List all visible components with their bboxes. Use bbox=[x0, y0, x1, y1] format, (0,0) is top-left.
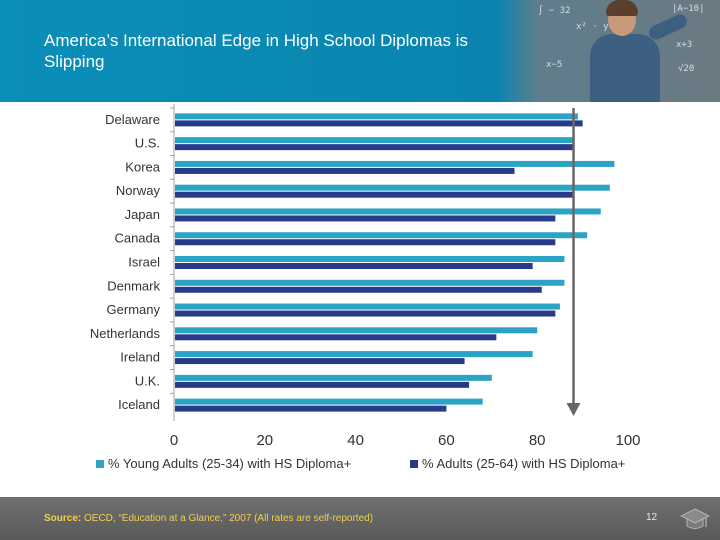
category-label: Canada bbox=[114, 231, 160, 246]
x-tick-label: 40 bbox=[347, 432, 364, 449]
reference-arrow-head bbox=[566, 403, 581, 416]
bar-adults bbox=[175, 191, 574, 198]
chalk-formula: x−5 bbox=[546, 60, 563, 70]
category-label: Korea bbox=[125, 159, 160, 174]
title-band: America’s International Edge in High Sch… bbox=[0, 0, 720, 102]
graduation-cap-icon bbox=[680, 508, 710, 529]
category-label: Germany bbox=[107, 302, 161, 317]
chalk-formula: x+3 bbox=[676, 40, 693, 50]
bar-adults bbox=[175, 215, 556, 222]
chalk-formula: |A−10| bbox=[672, 4, 705, 14]
bar-young-adults bbox=[175, 398, 483, 405]
bar-adults bbox=[175, 120, 583, 127]
category-label: Delaware bbox=[105, 112, 160, 127]
bar-young-adults bbox=[175, 351, 533, 358]
category-label: Israel bbox=[128, 255, 160, 270]
category-label: U.S. bbox=[135, 136, 160, 151]
x-tick-label: 100 bbox=[615, 432, 640, 449]
category-label: U.K. bbox=[135, 373, 160, 388]
bar-adults bbox=[175, 334, 497, 341]
bar-young-adults bbox=[175, 208, 601, 215]
x-tick-label: 20 bbox=[256, 432, 273, 449]
bar-young-adults bbox=[175, 374, 492, 381]
x-tick-label: 60 bbox=[438, 432, 455, 449]
chalk-formula: √20 bbox=[678, 64, 695, 74]
category-label: Denmark bbox=[107, 278, 160, 293]
chalk-formula: ∫ − 32 bbox=[538, 6, 571, 16]
bar-young-adults bbox=[175, 137, 574, 144]
person-body bbox=[590, 34, 660, 102]
bar-young-adults bbox=[175, 279, 565, 286]
footer-bar: Source: OECD, “Education at a Glance,” 2… bbox=[0, 497, 720, 540]
person-hair bbox=[606, 0, 638, 16]
bar-adults bbox=[175, 144, 574, 151]
legend-label-young-adults: % Young Adults (25-34) with HS Diploma+ bbox=[108, 456, 351, 471]
bar-adults bbox=[175, 310, 556, 317]
bar-young-adults bbox=[175, 160, 615, 167]
category-label: Iceland bbox=[118, 397, 160, 412]
bar-young-adults bbox=[175, 327, 538, 334]
bar-chart: Delaware U.S. Korea Norway Japan Canada Israel… bbox=[90, 104, 641, 471]
category-label: Norway bbox=[116, 183, 161, 198]
bar-young-adults bbox=[175, 113, 579, 120]
bar-adults bbox=[175, 263, 533, 269]
bar-young-adults bbox=[175, 184, 610, 191]
page-number: 12 bbox=[646, 512, 658, 523]
category-label: Netherlands bbox=[90, 326, 161, 341]
x-tick-label: 0 bbox=[170, 432, 178, 449]
bar-adults bbox=[175, 381, 470, 388]
source-note: Source: OECD, “Education at a Glance,” 2… bbox=[44, 513, 373, 524]
x-tick-label: 80 bbox=[529, 432, 546, 449]
bar-adults bbox=[175, 239, 556, 246]
person-arm bbox=[646, 12, 690, 42]
teacher-photo: ∫ − 32 x² · y |A−10| x+3 √20 x−5 bbox=[498, 0, 720, 102]
bar-adults bbox=[175, 405, 447, 412]
bar-adults bbox=[175, 358, 465, 365]
bar-young-adults bbox=[175, 232, 588, 239]
bar-young-adults bbox=[175, 303, 560, 310]
bar-adults bbox=[175, 286, 542, 293]
legend-swatch-adults bbox=[410, 460, 418, 468]
slide-title: America’s International Edge in High Sch… bbox=[44, 31, 468, 71]
category-label: Japan bbox=[125, 207, 160, 222]
source-label: Source: bbox=[44, 513, 82, 524]
bar-young-adults bbox=[175, 256, 565, 262]
bar-adults bbox=[175, 167, 515, 174]
legend-label-adults: % Adults (25-64) with HS Diploma+ bbox=[422, 456, 625, 471]
legend-swatch-young-adults bbox=[96, 460, 104, 468]
source-text: OECD, “Education at a Glance,” 2007 (All… bbox=[81, 513, 374, 524]
chalk-formula: x² · y bbox=[576, 22, 609, 32]
category-label: Ireland bbox=[120, 350, 160, 365]
